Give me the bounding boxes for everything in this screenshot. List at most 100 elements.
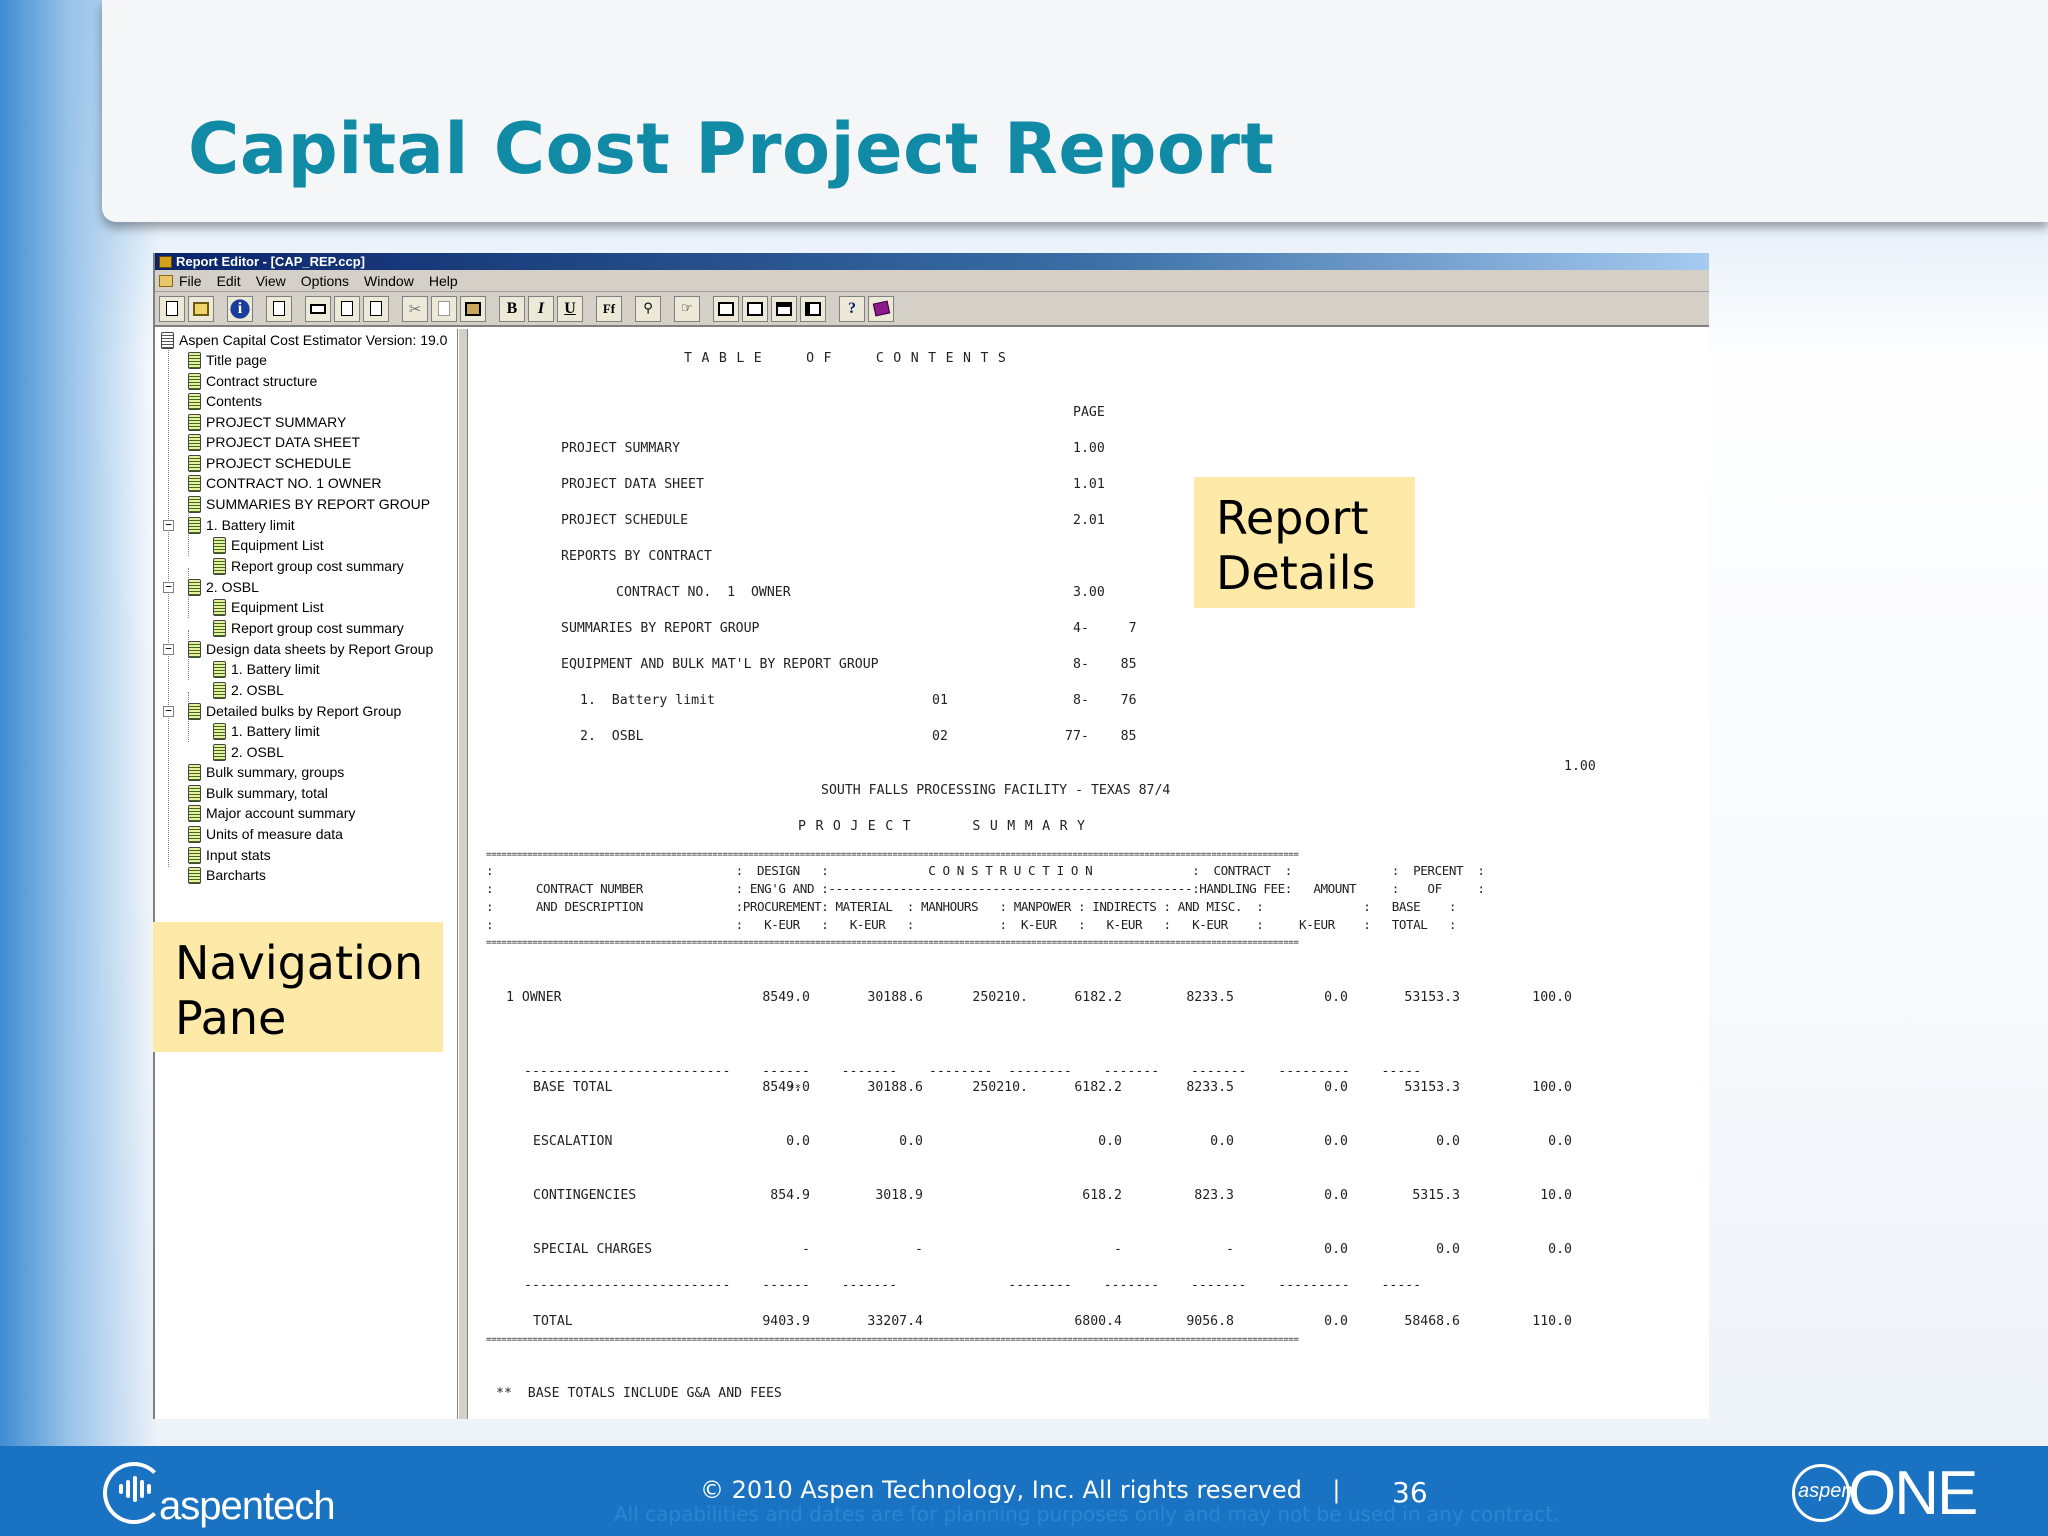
document-icon[interactable] <box>159 275 173 287</box>
tree-item-detailed-bulks[interactable]: Detailed bulks by Report Group <box>188 702 401 721</box>
tree-item-major-account-summary[interactable]: Major account summary <box>188 804 355 823</box>
tree-item-label: PROJECT SUMMARY <box>206 414 347 430</box>
tree-item-osbl[interactable]: 2. OSBL <box>188 578 259 597</box>
goto-button[interactable]: ☞ <box>674 295 700 322</box>
window-titlebar[interactable]: Report Editor - [CAP_REP.ccp] <box>155 253 1709 270</box>
tree-item-title-page[interactable]: Title page <box>188 351 267 370</box>
report-page-icon <box>188 867 201 884</box>
report-page-icon <box>188 641 201 658</box>
tree-item-project-data-sheet[interactable]: PROJECT DATA SHEET <box>188 433 360 452</box>
tree-item-bulk-summary-groups[interactable]: Bulk summary, groups <box>188 763 344 782</box>
tree-item-contract-owner[interactable]: CONTRACT NO. 1 OWNER <box>188 474 382 493</box>
tree-item-equipment-list[interactable]: Equipment List <box>213 598 324 617</box>
collapse-toggle[interactable]: − <box>163 643 174 655</box>
tree-item-design-data-sheets[interactable]: Design data sheets by Report Group <box>188 640 433 659</box>
paste-button[interactable] <box>460 295 486 322</box>
tree-item-input-stats[interactable]: Input stats <box>188 846 271 865</box>
toc-entry-page: 2.01 <box>1073 513 1105 528</box>
manual-button[interactable] <box>868 295 894 322</box>
italic-button[interactable]: I <box>528 295 554 322</box>
toc-entry-group: 01 <box>932 693 948 708</box>
new-file-icon <box>166 301 178 316</box>
tree-item-label: Detailed bulks by Report Group <box>206 703 402 719</box>
cell-amount: 53153.3 <box>1404 1080 1460 1095</box>
tree-item-barcharts[interactable]: Barcharts <box>188 866 266 885</box>
tree-item-battery-limit[interactable]: 1. Battery limit <box>213 722 320 741</box>
toc-entry: CONTRACT NO. 1 OWNER <box>616 585 791 600</box>
tree-item-osbl[interactable]: 2. OSBL <box>213 743 284 762</box>
tree-item-label: CONTRACT NO. 1 OWNER <box>206 475 382 491</box>
title-banner <box>102 0 2048 222</box>
binoculars-icon: ⚲ <box>643 301 653 316</box>
background-glow-side <box>0 0 160 1446</box>
tree-item-battery-limit[interactable]: 1. Battery limit <box>188 516 295 535</box>
tree-item-label: 2. OSBL <box>231 682 284 698</box>
font-button[interactable]: Ff <box>596 295 622 322</box>
tree-item-label: Bulk summary, groups <box>206 764 345 780</box>
collapse-toggle[interactable]: − <box>163 581 174 593</box>
tree-item-equipment-list[interactable]: Equipment List <box>213 536 324 555</box>
cell-design: 0.0 <box>786 1134 810 1149</box>
tree-item-osbl[interactable]: 2. OSBL <box>213 681 284 700</box>
aspentech-logo: aspentech <box>103 1454 343 1530</box>
find-button[interactable]: ⚲ <box>635 295 661 322</box>
copy-button[interactable] <box>431 295 457 322</box>
cell-contract: 0.0 <box>1324 1188 1348 1203</box>
table-row-label: CONTINGENCIES <box>533 1188 637 1203</box>
tree-item-project-schedule[interactable]: PROJECT SCHEDULE <box>188 454 351 473</box>
cascade-button[interactable] <box>742 295 768 322</box>
tree-item-battery-limit[interactable]: 1. Battery limit <box>213 660 320 679</box>
copy-page-button[interactable] <box>266 295 292 322</box>
pane-splitter[interactable] <box>458 329 468 1419</box>
menu-view[interactable]: View <box>255 273 286 289</box>
tree-item-label: Contract structure <box>206 373 318 389</box>
tree-item-contract-structure[interactable]: Contract structure <box>188 372 317 391</box>
tile-vertical-button[interactable] <box>800 295 826 322</box>
cut-button[interactable]: ✂ <box>402 295 428 322</box>
tree-item-report-group-cost-summary[interactable]: Report group cost summary <box>213 619 404 638</box>
aspenone-ring <box>1792 1464 1850 1522</box>
aspentech-wordmark: aspentech <box>159 1484 336 1528</box>
cell-material: 30188.6 <box>867 990 923 1005</box>
tree-item-project-summary[interactable]: PROJECT SUMMARY <box>188 413 346 432</box>
layout-1-button[interactable] <box>713 295 739 322</box>
toc-entry: 2. OSBL <box>580 729 644 744</box>
report-page-icon <box>188 496 201 513</box>
menu-file[interactable]: File <box>179 273 202 289</box>
tree-item-summaries-by-report-group[interactable]: SUMMARIES BY REPORT GROUP <box>188 495 430 514</box>
underline-button[interactable]: U <box>557 295 583 322</box>
tree-item-bulk-summary-total[interactable]: Bulk summary, total <box>188 784 328 803</box>
menu-edit[interactable]: Edit <box>216 273 241 289</box>
footer-separator: | <box>1332 1476 1341 1504</box>
tree-item-report-group-cost-summary[interactable]: Report group cost summary <box>213 557 404 576</box>
disclaimer-text: All capabilities and dates are for plann… <box>614 1502 1560 1526</box>
report-page-icon <box>213 661 226 678</box>
collapse-toggle[interactable]: − <box>163 519 174 531</box>
print-preview-button[interactable] <box>334 295 360 322</box>
open-folder-button[interactable] <box>188 295 214 322</box>
menu-help[interactable]: Help <box>428 273 458 289</box>
cell-manpower: 618.2 <box>1082 1188 1122 1203</box>
dash-rule: -------------------------- ------ ------… <box>524 1278 1422 1293</box>
aspentech-logo-bars <box>119 1476 151 1502</box>
collapse-toggle[interactable]: − <box>163 705 174 717</box>
tree-item-contents[interactable]: Contents <box>188 392 262 411</box>
tile-horizontal-button[interactable] <box>771 295 797 322</box>
menu-window[interactable]: Window <box>364 273 414 289</box>
bold-button[interactable]: B <box>499 295 525 322</box>
print-button[interactable] <box>305 295 331 322</box>
new-file-button[interactable] <box>159 295 185 322</box>
double-rule: ========================================… <box>486 850 1299 860</box>
tree-item-units-of-measure[interactable]: Units of measure data <box>188 825 343 844</box>
tree-root[interactable]: Aspen Capital Cost Estimator Version: 19… <box>161 331 447 350</box>
scissors-icon: ✂ <box>408 299 422 318</box>
tree-item-label: Title page <box>206 352 267 368</box>
cell-amount: 0.0 <box>1436 1242 1460 1257</box>
info-button[interactable]: i <box>227 295 253 322</box>
cell-design: - <box>802 1242 810 1257</box>
toc-entry-page: 4- 7 <box>1073 621 1137 636</box>
page-setup-button[interactable] <box>363 295 389 322</box>
menu-options[interactable]: Options <box>300 273 350 289</box>
help-button[interactable]: ? <box>839 295 865 322</box>
tree-item-label: 1. Battery limit <box>231 723 320 739</box>
